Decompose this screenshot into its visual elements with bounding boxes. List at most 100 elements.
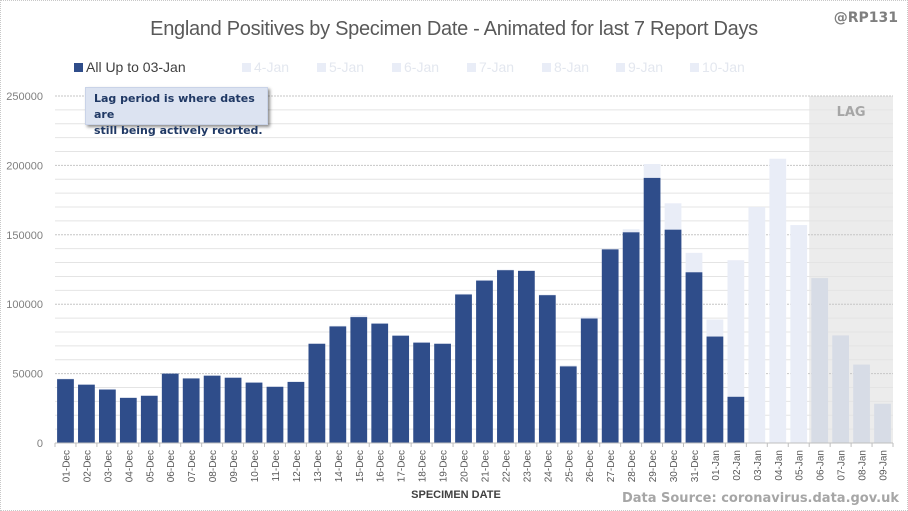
bar-later-reports [622,229,640,233]
bar-later-reports [790,225,808,443]
bar-up-to-03-jan [140,395,158,443]
bar-up-to-03-jan [601,249,619,443]
bar-later-reports [832,335,850,443]
legend-label: 8-Jan [554,59,590,75]
lag-label: LAG [837,105,866,120]
bar-up-to-03-jan [580,318,598,443]
bar-later-reports [874,403,891,443]
bar-up-to-03-jan [182,378,200,443]
legend-swatch [542,62,551,72]
bar-up-to-03-jan [266,386,284,443]
bar-later-reports [853,364,870,443]
chart-title: England Positives by Specimen Date - Ani… [150,18,758,40]
x-tick-label: 03-Jan [753,450,764,481]
bar-up-to-03-jan [559,366,577,443]
legend-item: 4-Jan [242,59,289,75]
bar-later-reports [685,252,703,273]
x-tick-label: 29-Dec [648,450,659,482]
x-tick-label: 18-Dec [418,450,429,482]
legend-label: 4-Jan [254,59,290,75]
legend-item: All Up to 03-Jan [74,59,186,75]
bar-up-to-03-jan [98,389,116,443]
x-tick-label: 04-Jan [774,450,785,481]
x-axis-title: SPECIMEN DATE [411,489,501,501]
x-tick-label: 06-Jan [816,450,827,481]
y-tick-label: 200000 [6,160,43,172]
bar-later-reports [476,279,493,281]
bar-up-to-03-jan [203,375,221,443]
legend-swatch [242,62,251,72]
bar-later-reports [371,322,389,324]
x-tick-label: 07-Jan [837,450,848,481]
bar-up-to-03-jan [497,270,514,443]
legend-swatch [467,62,476,72]
x-tick-label: 24-Dec [543,450,554,482]
bar-up-to-03-jan [57,379,74,443]
x-tick-label: 30-Dec [669,450,680,482]
bar-up-to-03-jan [727,396,745,443]
bar-up-to-03-jan [643,177,661,443]
y-tick-label: 50000 [12,369,43,381]
bar-up-to-03-jan [685,272,703,443]
bar-up-to-03-jan [245,382,263,443]
x-tick-label: 15-Dec [355,450,366,482]
x-tick-label: 13-Dec [313,450,324,482]
bar-later-reports [769,158,787,443]
bar-up-to-03-jan [476,280,493,443]
bar-up-to-03-jan [538,295,556,443]
bar-later-reports [538,294,556,296]
x-tick-label: 01-Jan [711,450,722,481]
x-tick-label: 08-Jan [858,450,869,481]
legend-item: 9-Jan [616,59,663,75]
bar-later-reports [706,319,724,337]
bar-up-to-03-jan [350,317,368,443]
bar-later-reports [811,278,829,443]
callout-line-2: still being actively reorted. [94,124,263,137]
x-tick-label: 03-Dec [103,450,114,482]
legend-item: 7-Jan [467,59,514,75]
bar-later-reports [224,377,242,378]
legend-swatch [616,62,625,72]
bar-later-reports [748,207,766,443]
x-tick-label: 20-Dec [460,450,471,482]
x-tick-label: 27-Dec [606,450,617,482]
x-tick-label: 17-Dec [397,450,408,482]
bar-up-to-03-jan [308,343,326,443]
bar-later-reports [517,270,535,271]
bar-later-reports [413,341,431,343]
x-tick-label: 09-Jan [879,450,890,481]
x-tick-label: 28-Dec [627,450,638,482]
bar-later-reports [119,397,137,398]
legend-swatch [392,62,401,72]
x-tick-label: 05-Dec [145,450,156,482]
bar-later-reports [601,248,619,250]
legend-label: 6-Jan [404,59,440,75]
y-tick-label: 150000 [6,230,43,242]
legend-label: All Up to 03-Jan [86,59,186,75]
x-tick-label: 08-Dec [208,450,219,482]
bar-later-reports [580,316,598,319]
bar-later-reports [497,269,514,271]
x-tick-label: 19-Dec [439,450,450,482]
bar-later-reports [329,325,347,327]
x-tick-label: 09-Dec [229,450,240,482]
legend-item: 5-Jan [317,59,364,75]
bar-later-reports [350,315,368,318]
lag-callout: Lag period is where dates are still bein… [85,87,268,137]
bar-up-to-03-jan [664,229,682,443]
legend-item: 6-Jan [392,59,439,75]
bar-later-reports [57,378,74,380]
bar-up-to-03-jan [413,342,431,443]
bar-up-to-03-jan [161,373,179,443]
bar-later-reports [664,203,682,230]
legend-item: 8-Jan [542,59,589,75]
x-tick-label: 23-Dec [522,450,533,482]
bar-up-to-03-jan [78,384,95,443]
y-tick-label: 250000 [6,91,43,103]
bar-later-reports [98,388,116,390]
bar-later-reports [140,395,158,396]
x-tick-label: 07-Dec [187,450,198,482]
x-tick-label: 14-Dec [334,450,345,482]
bar-later-reports [643,164,661,178]
